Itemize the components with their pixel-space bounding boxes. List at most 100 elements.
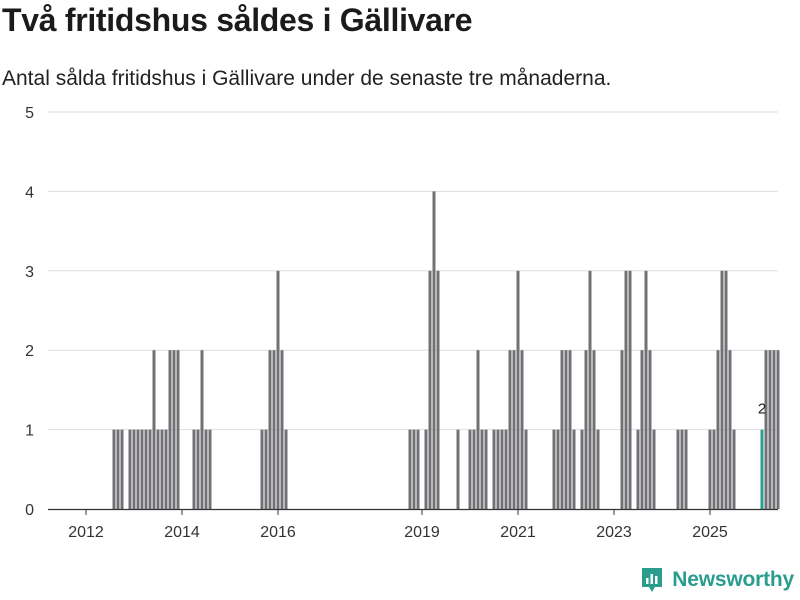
- bar: [276, 270, 280, 509]
- y-tick-label: 0: [25, 502, 34, 519]
- bar: [568, 350, 572, 509]
- bar: [112, 429, 116, 509]
- bar: [676, 429, 680, 509]
- bar: [768, 350, 772, 509]
- bar: [156, 429, 160, 509]
- bar: [500, 429, 504, 509]
- bar: [508, 350, 512, 509]
- brand-logo[interactable]: Newsworthy: [640, 566, 794, 594]
- y-tick-label: 4: [25, 184, 34, 201]
- data-label: 2: [758, 401, 766, 418]
- bar: [128, 429, 132, 509]
- bar: [556, 429, 560, 509]
- bar: [272, 350, 276, 509]
- bar: [148, 429, 152, 509]
- bar: [408, 429, 412, 509]
- bar: [496, 429, 500, 509]
- bar: [640, 350, 644, 509]
- bar: [476, 350, 480, 509]
- bar: [164, 429, 168, 509]
- bar: [116, 429, 120, 509]
- bar: [588, 270, 592, 509]
- bar: [424, 429, 428, 509]
- bar: [516, 270, 520, 509]
- bar: [648, 350, 652, 509]
- bar: [412, 429, 416, 509]
- bar: [208, 429, 212, 509]
- bar: [620, 350, 624, 509]
- brand-name: Newsworthy: [672, 568, 794, 591]
- x-tick-label: 2023: [596, 524, 632, 541]
- bar: [772, 350, 776, 509]
- y-tick-label: 1: [25, 423, 34, 440]
- bar: [264, 429, 268, 509]
- bar: [504, 429, 508, 509]
- bar: [624, 270, 628, 509]
- bar: [120, 429, 124, 509]
- bar: [628, 270, 632, 509]
- bar: [152, 350, 156, 509]
- bar: [192, 429, 196, 509]
- bar: [484, 429, 488, 509]
- bar: [592, 350, 596, 509]
- bar: [584, 350, 588, 509]
- bar: [728, 350, 732, 509]
- bar: [480, 429, 484, 509]
- bar: [716, 350, 720, 509]
- bar: [204, 429, 208, 509]
- bar: [708, 429, 712, 509]
- bar: [168, 350, 172, 509]
- bar: [456, 429, 460, 509]
- bar: [140, 429, 144, 509]
- bar: [552, 429, 556, 509]
- bar: [720, 270, 724, 509]
- bar: [416, 429, 420, 509]
- y-tick-label: 2: [25, 343, 34, 360]
- bar: [284, 429, 288, 509]
- x-tick-label: 2016: [260, 524, 296, 541]
- newsworthy-logo-icon: [642, 568, 663, 592]
- bar: [136, 429, 140, 509]
- bar: [560, 350, 564, 509]
- chart-subtitle: Antal sålda fritidshus i Gällivare under…: [2, 67, 612, 90]
- bar: [524, 429, 528, 509]
- bar: [472, 429, 476, 509]
- bar: [512, 350, 516, 509]
- bar: [436, 270, 440, 509]
- x-tick-label: 2014: [164, 524, 200, 541]
- bar: [144, 429, 148, 509]
- bar: [280, 350, 284, 509]
- bar: [428, 270, 432, 509]
- x-axis: 2012 2014 2016 2019 2021 2023 2025: [48, 508, 778, 541]
- bar: [160, 429, 164, 509]
- bar: [776, 350, 780, 509]
- bar: [732, 429, 736, 509]
- x-tick-label: 2019: [404, 524, 440, 541]
- annotations: 2: [758, 401, 766, 418]
- bar: [468, 429, 472, 509]
- bar: [644, 270, 648, 509]
- y-axis: 0 1 2 3 4 5: [25, 105, 34, 519]
- bar-series: [112, 191, 780, 509]
- bar: [172, 350, 176, 509]
- bar: [636, 429, 640, 509]
- bar: [712, 429, 716, 509]
- bar: [680, 429, 684, 509]
- bar: [260, 429, 264, 509]
- chart-title: Två fritidshus såldes i Gällivare: [2, 2, 473, 38]
- bar: [200, 350, 204, 509]
- bar: [764, 350, 768, 509]
- bar: [564, 350, 568, 509]
- bar: [724, 270, 728, 509]
- y-tick-label: 5: [25, 105, 34, 122]
- x-tick-label: 2025: [692, 524, 728, 541]
- bar: [176, 350, 180, 509]
- bar: [596, 429, 600, 509]
- x-tick-label: 2012: [68, 524, 104, 541]
- bar: [492, 429, 496, 509]
- bar: [652, 429, 656, 509]
- bar: [684, 429, 688, 509]
- bar: [572, 429, 576, 509]
- bar: [580, 429, 584, 509]
